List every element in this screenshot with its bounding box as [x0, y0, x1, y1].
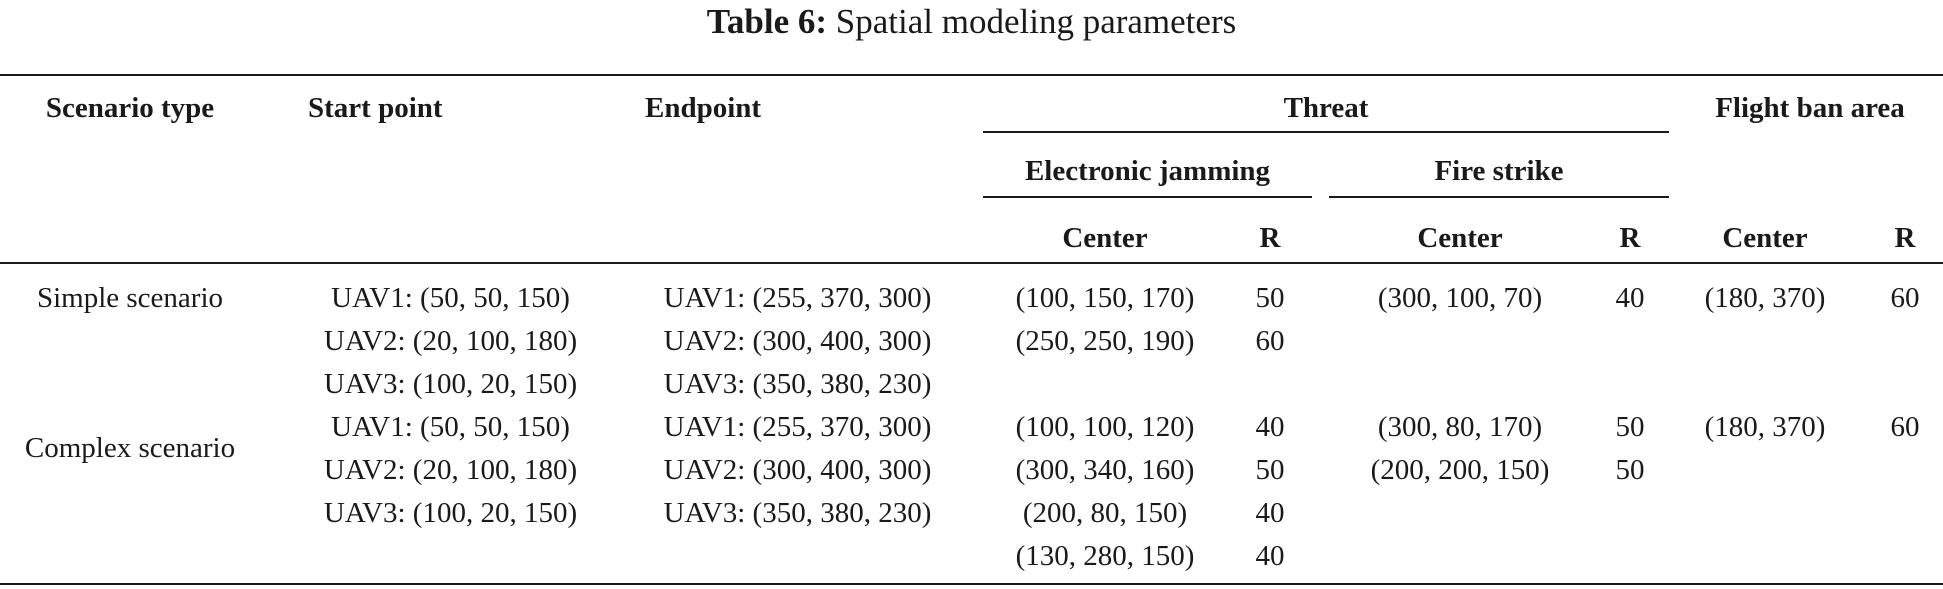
header-ban-center: Center: [1722, 222, 1808, 254]
complex-jamming-r-4: 40: [1255, 540, 1285, 572]
header-endpoint: Endpoint: [645, 92, 762, 124]
simple-jamming-r-1: 50: [1255, 282, 1285, 314]
table-caption-label: Table 6:: [706, 2, 828, 41]
complex-scenario-label: Complex scenario: [24, 432, 236, 464]
simple-fire-center-1: (300, 100, 70): [1377, 282, 1543, 314]
electronic-jamming-subrule: [983, 196, 1312, 198]
table-caption-title: Spatial modeling parameters: [835, 2, 1237, 41]
simple-jamming-center-2: (250, 250, 190): [1015, 325, 1195, 357]
simple-end-uav3: UAV3: (350, 380, 230): [663, 368, 932, 400]
header-jamming-r: R: [1259, 222, 1281, 254]
complex-fire-center-1: (300, 80, 170): [1377, 411, 1543, 443]
header-fire-strike: Fire strike: [1434, 155, 1564, 187]
complex-jamming-center-1: (100, 100, 120): [1015, 411, 1195, 443]
table-caption: Table 6: Spatial modeling parameters: [0, 0, 1943, 44]
simple-end-uav1: UAV1: (255, 370, 300): [663, 282, 932, 314]
complex-ban-r: 60: [1890, 411, 1920, 443]
header-jamming-center: Center: [1062, 222, 1148, 254]
header-ban-r: R: [1894, 222, 1916, 254]
complex-end-uav3: UAV3: (350, 380, 230): [663, 497, 932, 529]
complex-jamming-center-4: (130, 280, 150): [1015, 540, 1195, 572]
header-scenario-type: Scenario type: [45, 92, 215, 124]
threat-subrule: [983, 131, 1669, 133]
complex-end-uav1: UAV1: (255, 370, 300): [663, 411, 932, 443]
simple-ban-r: 60: [1890, 282, 1920, 314]
fire-strike-subrule: [1329, 196, 1669, 198]
complex-jamming-r-2: 50: [1255, 454, 1285, 486]
table-bottom-rule: [0, 583, 1943, 585]
simple-jamming-center-1: (100, 150, 170): [1015, 282, 1195, 314]
simple-fire-r-1: 40: [1615, 282, 1645, 314]
complex-end-uav2: UAV2: (300, 400, 300): [663, 454, 932, 486]
header-electronic-jamming: Electronic jamming: [1024, 155, 1271, 187]
complex-fire-r-1: 50: [1615, 411, 1645, 443]
header-threat: Threat: [1283, 92, 1369, 124]
complex-start-uav3: UAV3: (100, 20, 150): [323, 497, 578, 529]
simple-end-uav2: UAV2: (300, 400, 300): [663, 325, 932, 357]
complex-fire-r-2: 50: [1615, 454, 1645, 486]
header-start-point: Start point: [308, 92, 443, 124]
table-top-rule: [0, 74, 1943, 76]
complex-jamming-center-3: (200, 80, 150): [1022, 497, 1188, 529]
complex-jamming-r-3: 40: [1255, 497, 1285, 529]
header-fire-center: Center: [1417, 222, 1503, 254]
simple-jamming-r-2: 60: [1255, 325, 1285, 357]
simple-start-uav2: UAV2: (20, 100, 180): [323, 325, 578, 357]
complex-jamming-center-2: (300, 340, 160): [1015, 454, 1195, 486]
complex-fire-center-2: (200, 200, 150): [1370, 454, 1550, 486]
complex-start-uav2: UAV2: (20, 100, 180): [323, 454, 578, 486]
simple-scenario-label: Simple scenario: [36, 282, 224, 314]
simple-ban-center: (180, 370): [1704, 282, 1826, 314]
header-flight-ban-area: Flight ban area: [1715, 92, 1905, 124]
header-fire-r: R: [1619, 222, 1641, 254]
complex-ban-center: (180, 370): [1704, 411, 1826, 443]
complex-jamming-r-1: 40: [1255, 411, 1285, 443]
simple-start-uav3: UAV3: (100, 20, 150): [323, 368, 578, 400]
complex-start-uav1: UAV1: (50, 50, 150): [331, 411, 570, 443]
simple-start-uav1: UAV1: (50, 50, 150): [331, 282, 570, 314]
table-header-rule: [0, 262, 1943, 264]
